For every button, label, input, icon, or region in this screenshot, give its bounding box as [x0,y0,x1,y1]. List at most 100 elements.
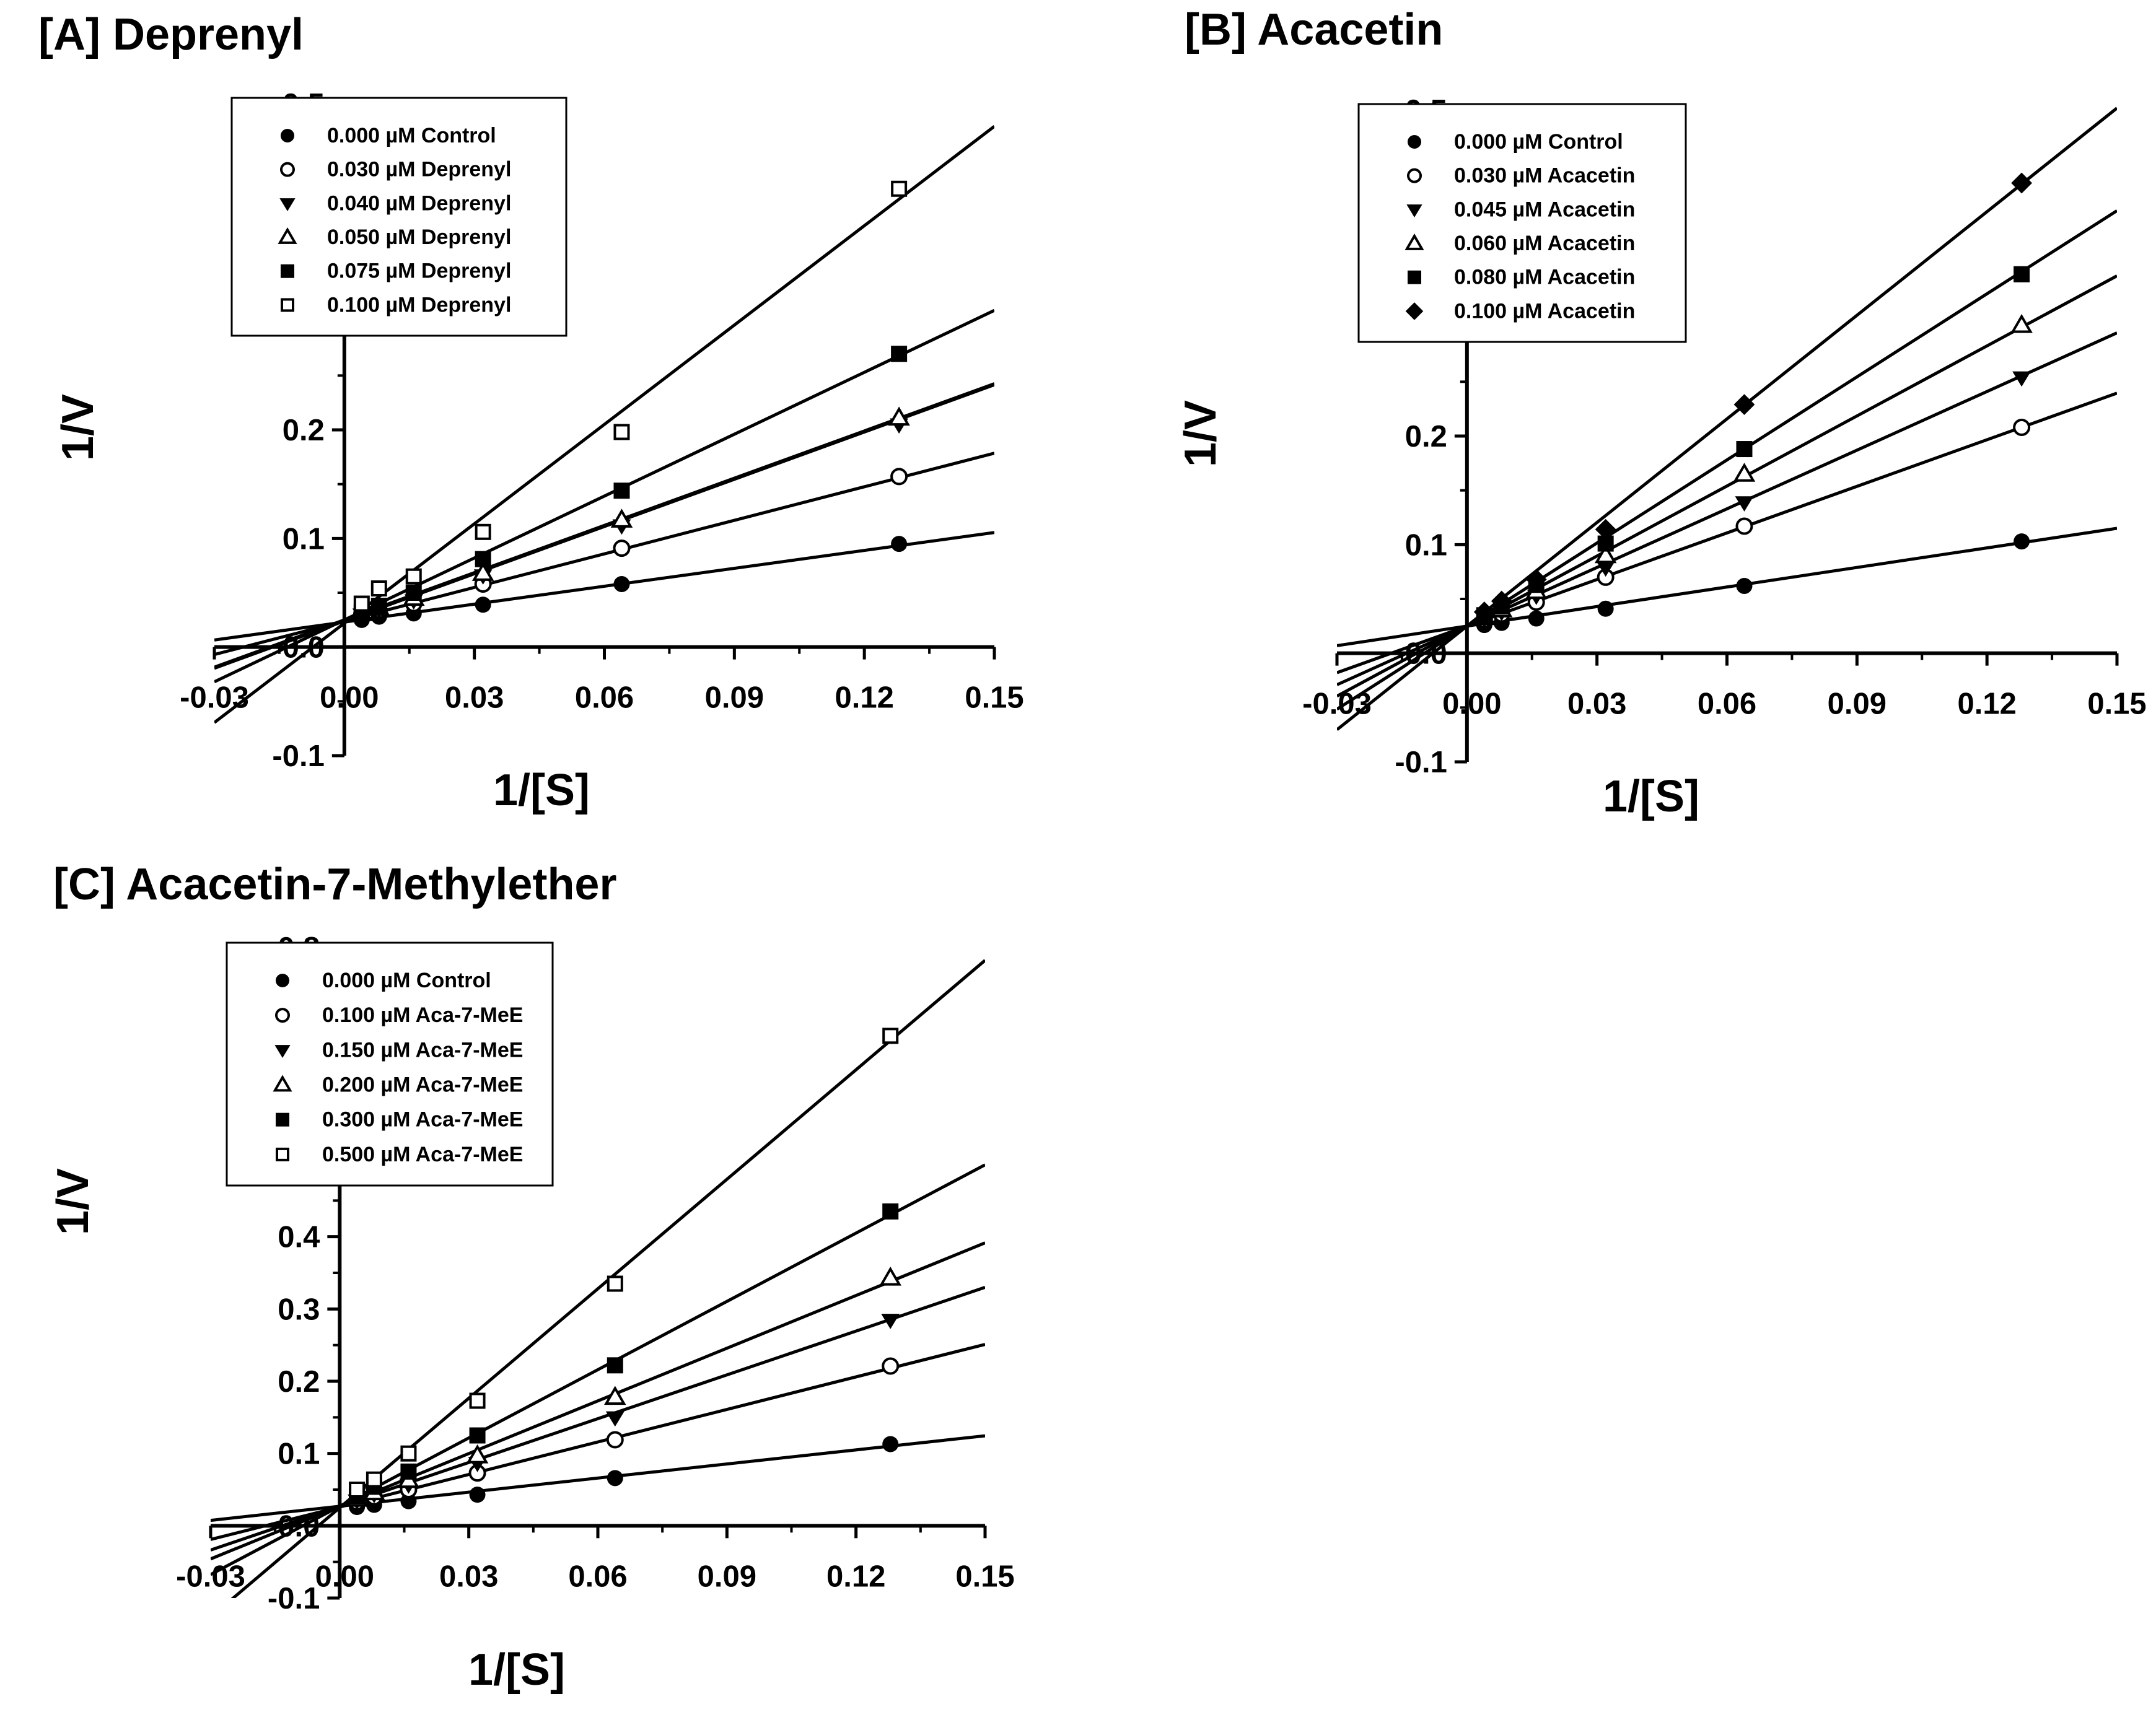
data-point-s4-p3 [469,1427,486,1444]
x-axis-label: 1/[S] [468,1645,565,1695]
fit-line-series-0 [211,1434,985,1522]
data-point-s4-p4 [613,483,630,499]
x-tick-label: 0.12 [826,1560,885,1593]
y-tick-label: 0.1 [283,522,325,556]
data-point-s5-p4 [613,424,630,440]
legend: 0.000 µM Control 0.100 µM Aca-7-MeE 0.150 … [226,941,554,1187]
data-point-s5-p3 [1595,518,1616,540]
data-points [1473,172,2033,634]
x-tick-label: 0.15 [2087,688,2146,721]
legend-label-4: 0.075 µM Deprenyl [327,260,511,283]
data-point-s5-p2 [400,1445,417,1462]
x-tick-label: 0.03 [1567,688,1626,721]
legend-marker-0 [281,129,294,142]
legend-label-0: 0.000 µM Control [1454,130,1623,154]
legend: 0.000 µM Control 0.030 µM Deprenyl 0.040 µ… [230,97,567,337]
data-point-s3-p3 [1594,544,1617,564]
legend-marker-1 [275,1008,290,1023]
data-point-s3-p4 [1733,463,1756,482]
x-tick-label: 0.06 [575,681,634,715]
legend-marker-1 [280,162,295,177]
legend-label-3: 0.050 µM Deprenyl [327,225,511,249]
legend-marker-3 [1404,233,1424,250]
data-point-s3-p5 [888,406,910,426]
data-point-s4-p5 [891,346,908,362]
x-tick-label: 0.03 [445,681,504,715]
data-point-s2-p4 [1735,496,1754,512]
legend-marker-4 [1408,270,1421,284]
legend-label-2: 0.150 µM Aca-7-MeE [322,1038,523,1062]
y-tick-label: 0.4 [278,1221,320,1254]
y-tick-label: 0.2 [283,414,325,447]
data-point-s4-p4 [1736,441,1753,458]
data-point-s3-p3 [466,1444,489,1464]
data-point-s0-p5 [891,536,908,552]
data-point-s1-p4 [606,1431,624,1449]
x-tick-label: 0.09 [1828,688,1887,721]
data-point-s0-p4 [607,1470,623,1487]
data-point-s5-p2 [1525,569,1547,590]
x-tick-label: 0.15 [955,1560,1014,1593]
legend-marker-5 [276,1147,289,1161]
chart-panel-1: [B] Acacetin -0.03 0.00 0.03 0.06 0.09 0.12 0.1… [1176,5,2147,821]
data-point-s3-p4 [604,1386,626,1405]
legend-label-0: 0.000 µM Control [327,124,496,147]
y-tick-label: -0.1 [272,740,324,773]
data-point-s5-p1 [370,580,387,596]
y-tick-label: -0.1 [268,1582,320,1615]
data-point-s5-p5 [891,180,908,197]
data-point-s0-p5 [2014,533,2030,550]
data-point-s0-p3 [475,596,491,613]
legend-marker-3 [273,1075,292,1092]
data-point-s1-p5 [882,1357,900,1375]
chart-title: [C] Acacetin-7-Methylether [53,860,617,909]
data-point-s5-p0 [349,1482,366,1498]
y-axis-label: 1/V [1176,400,1225,467]
data-point-s2-p3 [1596,561,1615,577]
fit-line-series-4 [211,1163,985,1576]
y-tick-label: 0.3 [278,1293,320,1326]
y-axis-label: 1/V [53,394,103,461]
x-tick-label: 0.03 [439,1560,498,1593]
y-tick-label: -0.1 [1395,746,1447,779]
x-tick-label: 0.06 [568,1560,627,1593]
data-point-s4-p3 [475,551,491,567]
data-point-s0-p5 [882,1436,899,1452]
legend-label-5: 0.100 µM Deprenyl [327,293,511,317]
data-point-s5-p3 [469,1392,486,1409]
data-point-s5-p1 [366,1471,382,1488]
legend-label-2: 0.045 µM Acacetin [1454,198,1635,221]
x-tick-label: 0.12 [1957,688,2016,721]
legend-marker-0 [276,974,289,987]
chart-title: [B] Acacetin [1185,5,1443,55]
x-axis-label: 1/[S] [493,766,590,815]
data-point-s1-p5 [890,468,908,486]
data-point-s1-p4 [1735,517,1753,535]
chart-panel-0: [A] Deprenyl -0.03 0.00 0.03 0.06 0.09 0.12 0.1… [38,10,1024,815]
data-point-s0-p2 [1528,610,1545,627]
x-tick-label: 0.06 [1698,688,1756,721]
data-point-s1-p5 [2013,418,2031,436]
legend-label-2: 0.040 µM Deprenyl [327,191,511,215]
legend-marker-2 [279,198,296,212]
legend-marker-0 [1408,135,1421,149]
x-tick-label: 0.00 [1442,688,1501,721]
data-point-s0-p4 [1736,577,1753,594]
x-tick-label: 0.09 [698,1560,756,1593]
legend-label-4: 0.080 µM Acacetin [1454,266,1635,289]
data-points [346,1028,901,1515]
y-tick-label: 0.1 [1405,528,1447,562]
data-point-s5-p5 [2011,172,2033,194]
x-tick-label: 0.00 [320,681,379,715]
data-point-s5-p4 [1733,394,1755,416]
legend-marker-2 [274,1045,291,1058]
legend: 0.000 µM Control 0.030 µM Acacetin 0.045 µ… [1357,103,1687,343]
data-point-s0-p3 [1597,600,1614,617]
data-point-s1-p4 [613,539,631,557]
y-tick-label: 0.1 [278,1438,320,1471]
y-zero-label: 0.0 [1405,637,1447,671]
data-point-s4-p2 [405,585,422,601]
data-point-s4-p1 [370,598,387,614]
legend-marker-4 [281,264,294,278]
